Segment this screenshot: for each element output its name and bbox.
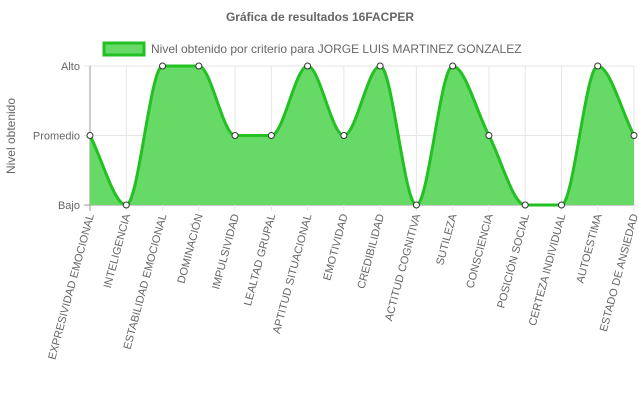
plot-area	[86, 62, 638, 209]
data-point[interactable]	[521, 201, 529, 209]
data-point[interactable]	[159, 62, 167, 70]
legend-swatch[interactable]	[102, 41, 146, 57]
data-point[interactable]	[557, 201, 565, 209]
y-axis-title: Nivel obtenido	[4, 98, 18, 174]
legend[interactable]: Nivel obtenido por criterio para JORGE L…	[102, 41, 522, 57]
x-tick-label: ACTITUD COGNITIVA	[383, 212, 423, 322]
x-tick-label: CONSCIENCIA	[464, 212, 496, 290]
x-tick-label: APTITUD SITUACIONAL	[271, 213, 315, 335]
data-point[interactable]	[195, 62, 203, 70]
x-tick-label: INTELIGENCIA	[102, 212, 134, 290]
x-axis: EXPRESIVIDAD EMOCIONAL INTELIGENCIAESTABI…	[46, 212, 639, 361]
legend-label[interactable]: Nivel obtenido por criterio para JORGE L…	[151, 42, 522, 56]
y-axis: Bajo Promedio Alto	[33, 61, 80, 212]
data-point[interactable]	[449, 62, 457, 70]
data-point[interactable]	[412, 201, 420, 209]
x-tick-label: IMPULSIVIDAD	[210, 213, 242, 291]
area-fill	[90, 66, 634, 205]
data-point[interactable]	[340, 132, 348, 139]
x-tick-label: CREDIBILIDAD	[356, 213, 388, 291]
data-point[interactable]	[594, 62, 602, 70]
x-tick-label: LEALTAD GRUPAL	[242, 213, 278, 308]
x-tick-label: ESTABILIDAD EMOCIONAL	[122, 213, 170, 351]
data-point[interactable]	[231, 132, 239, 139]
data-point[interactable]	[630, 132, 638, 139]
x-tick-label: ESTADO DE ANSIEDAD	[598, 213, 639, 333]
data-point[interactable]	[86, 132, 94, 139]
y-tick-label: Bajo	[58, 200, 80, 212]
data-point[interactable]	[376, 62, 384, 70]
data-point[interactable]	[267, 132, 275, 139]
data-point[interactable]	[122, 201, 130, 209]
data-point[interactable]	[304, 62, 312, 70]
chart-title: Gráfica de resultados 16FACPER	[226, 10, 414, 24]
data-point[interactable]	[485, 132, 493, 139]
x-tick-label: DOMINACIÓN	[175, 212, 206, 284]
y-tick-label: Alto	[61, 61, 80, 73]
x-tick-label: EMOTIVIDAD	[321, 213, 350, 282]
series-line	[88, 64, 636, 207]
x-tick-label: CERTEZA INDIVIDUAL	[527, 213, 568, 328]
x-tick-label: AUTOESTIMA	[575, 212, 605, 285]
x-tick-label: EXPRESIVIDAD EMOCIONAL	[46, 213, 97, 361]
x-tick-label: POSICIÓN SOCIAL	[494, 212, 532, 309]
y-tick-label: Promedio	[33, 131, 80, 143]
x-tick-label: SUTILEZA	[434, 212, 459, 267]
